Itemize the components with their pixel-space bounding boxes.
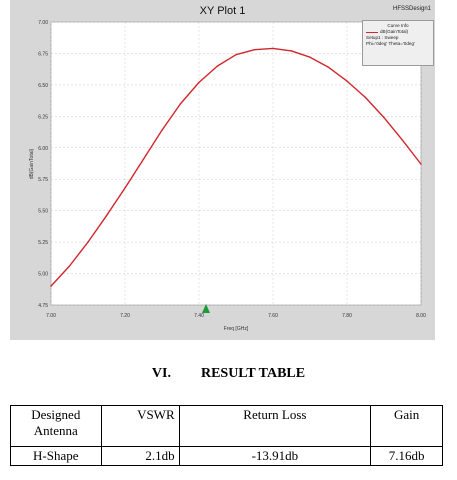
cell-vswr: 2.1db (100, 446, 180, 466)
y-tick-label: 5.50 (38, 209, 48, 215)
legend-trace-label: dB(GainTotal) (380, 29, 409, 34)
x-tick-label: 7.00 (46, 313, 56, 319)
plot-project-name: HFSSDesign1 (392, 6, 431, 12)
data-point (309, 56, 311, 58)
cell-return-loss: -13.91db (178, 446, 372, 466)
table-header-row: Designed Antenna VSWR Return Loss Gain (10, 405, 443, 447)
data-point (346, 80, 348, 82)
header-return-loss: Return Loss (178, 405, 372, 447)
gain-chart: 4.75 5.00 5.25 5.50 5.75 6.00 6.25 6.50 6.75 7.00… (29, 20, 426, 332)
plot-title: XY Plot 1 (199, 5, 246, 17)
legend-header: Curve Info (387, 23, 409, 28)
data-point (179, 103, 182, 105)
y-axis-label: dB(GainTotal) (29, 148, 35, 179)
cell-antenna: H-Shape (10, 446, 102, 466)
data-point (50, 285, 52, 287)
data-point (124, 187, 126, 189)
table-row: H-Shape 2.1db -13.91db 7.16db (10, 446, 443, 466)
y-tick-labels: 4.75 5.00 5.25 5.50 5.75 6.00 6.25 6.50 6.75 7.00 (38, 20, 48, 309)
xy-plot-window: XY Plot 1 HFSSDesign1 4.75 5.00 5.25 5.50 5.… (10, 0, 435, 340)
data-point (161, 129, 163, 131)
data-point (216, 65, 219, 67)
legend-entry: dB(GainTotal) (366, 29, 430, 35)
y-tick-label: 6.25 (38, 114, 48, 120)
result-table: Designed Antenna VSWR Return Loss Gain H… (10, 405, 443, 466)
y-tick-label: 6.00 (38, 146, 48, 152)
data-point (142, 158, 145, 160)
y-tick-label: 5.00 (38, 272, 48, 278)
data-point (401, 139, 404, 141)
x-axis-label: Freq [GHz] (224, 326, 249, 332)
data-point (327, 66, 330, 68)
data-point (272, 47, 274, 50)
legend-box[interactable]: Curve Info dB(GainTotal) Setup1 : Sweep … (362, 20, 434, 66)
section-heading: VI. RESULT TABLE (0, 366, 457, 382)
header-designed-antenna: Designed Antenna (10, 405, 102, 447)
x-tick-label: 7.40 (194, 313, 204, 319)
data-point (420, 163, 422, 165)
x-tick-label: 7.80 (342, 313, 352, 319)
legend-angles: Phi='0deg' Theta='0deg' (366, 41, 415, 46)
data-point (87, 241, 89, 243)
legend-swatch (366, 31, 378, 33)
section-number: VI. (151, 366, 171, 381)
data-point (198, 81, 200, 84)
data-point (235, 54, 237, 56)
data-point (68, 265, 71, 267)
data-point (105, 214, 108, 217)
y-tick-label: 5.75 (38, 177, 48, 183)
x-tick-label: 7.60 (268, 313, 278, 319)
x-tick-labels: 7.00 7.20 7.40 7.60 7.80 8.00 (46, 313, 426, 319)
legend-setup: Setup1 : Sweep (366, 35, 399, 40)
x-tick-label: 8.00 (416, 313, 426, 319)
cursor-marker-icon (202, 304, 210, 313)
y-tick-label: 6.75 (38, 51, 48, 57)
data-point (364, 96, 367, 99)
series-layer (50, 47, 422, 287)
y-tick-label: 4.75 (38, 303, 48, 309)
x-tick-label: 7.20 (120, 313, 130, 319)
cell-gain: 7.16db (370, 446, 443, 466)
data-point (290, 50, 293, 52)
header-gain: Gain (370, 405, 443, 447)
section-title: RESULT TABLE (200, 366, 306, 381)
y-tick-label: 7.00 (38, 20, 48, 26)
data-point (253, 48, 256, 51)
header-vswr: VSWR (100, 405, 180, 447)
y-tick-label: 5.25 (38, 240, 48, 246)
y-tick-label: 6.50 (38, 83, 48, 89)
data-point (383, 116, 385, 119)
